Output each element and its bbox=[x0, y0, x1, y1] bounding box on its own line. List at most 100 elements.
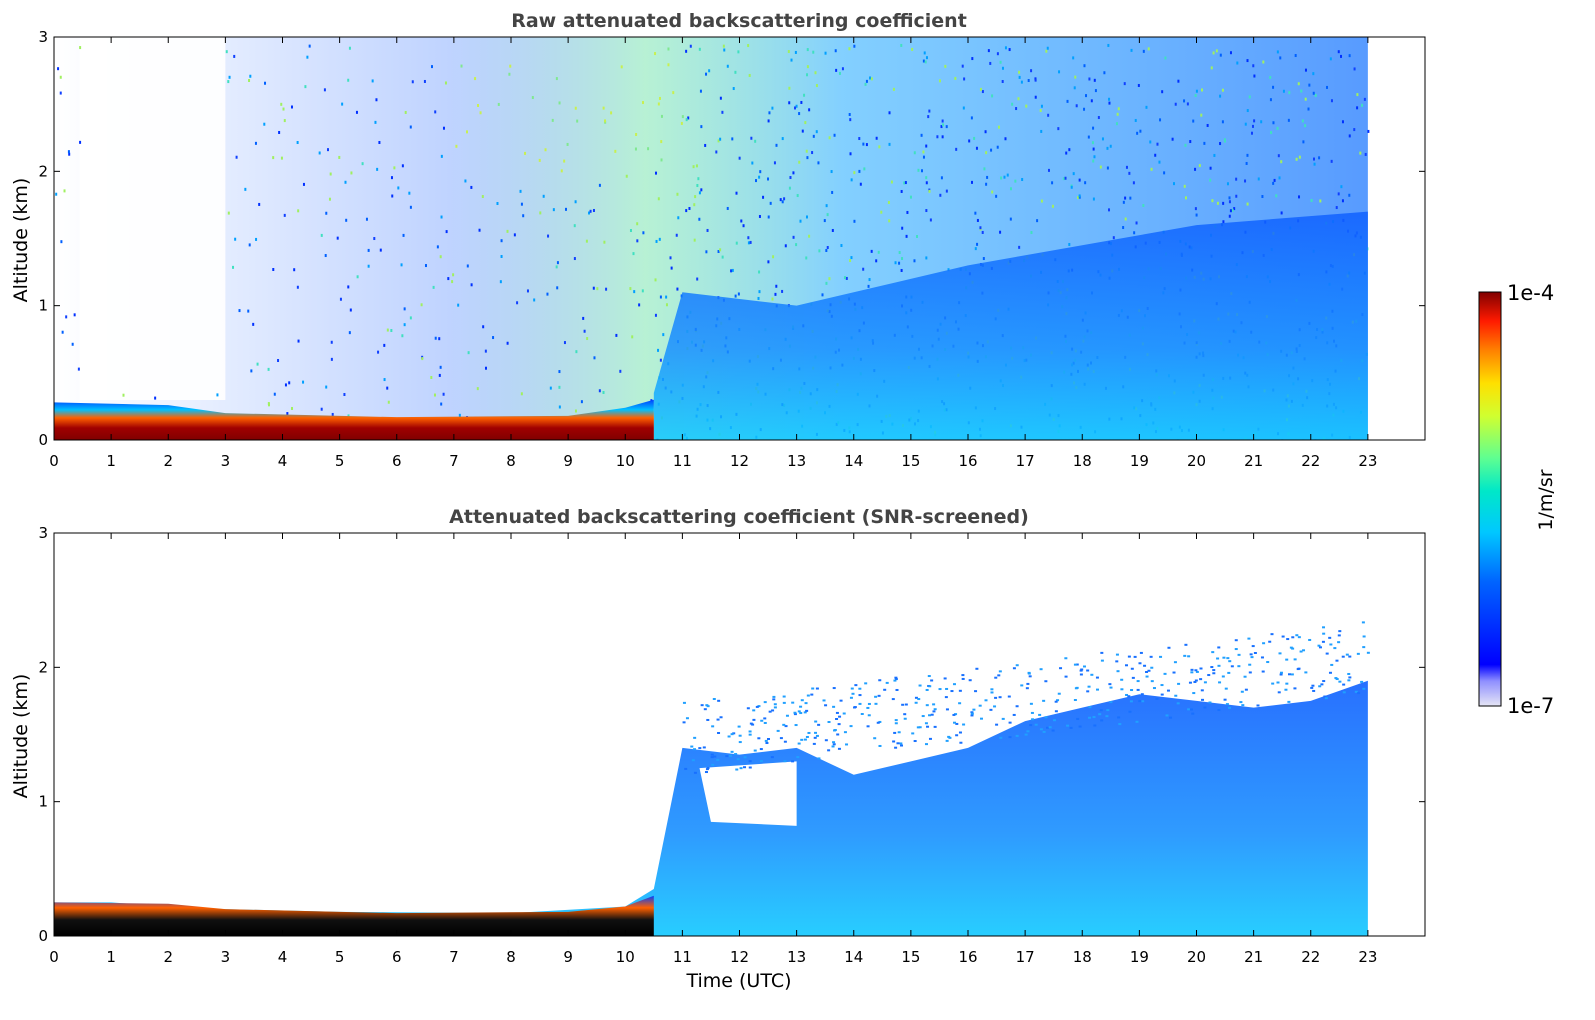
noise-speck bbox=[1340, 185, 1343, 189]
edge-speck bbox=[1188, 681, 1192, 684]
edge-speck bbox=[932, 710, 936, 713]
noise-speck bbox=[1353, 67, 1356, 71]
edge-speck bbox=[706, 705, 710, 708]
edge-speck bbox=[693, 736, 697, 739]
noise-speck bbox=[576, 119, 579, 123]
noise-speck bbox=[1304, 97, 1307, 101]
noise-speck bbox=[455, 144, 458, 148]
noise-speck bbox=[544, 148, 547, 152]
noise-speck bbox=[903, 181, 906, 185]
noise-speck bbox=[904, 181, 907, 185]
edge-speck bbox=[959, 741, 963, 744]
edge-speck bbox=[752, 709, 756, 712]
edge-speck bbox=[1015, 734, 1019, 737]
edge-speck bbox=[1190, 668, 1194, 671]
noise-speck bbox=[383, 343, 386, 347]
noise-speck bbox=[227, 211, 230, 215]
noise-speck bbox=[1235, 177, 1238, 181]
noise-speck bbox=[845, 276, 848, 280]
noise-speck bbox=[638, 303, 641, 307]
edge-speck bbox=[1057, 692, 1061, 695]
noise-speck bbox=[273, 392, 276, 396]
noise-speck bbox=[228, 75, 231, 79]
noise-speck bbox=[824, 51, 827, 55]
noise-speck bbox=[755, 179, 758, 183]
noise-speck bbox=[685, 209, 688, 213]
noise-speck bbox=[1137, 83, 1140, 87]
noise-speck bbox=[768, 111, 771, 115]
noise-speck bbox=[588, 211, 591, 215]
edge-speck bbox=[698, 747, 702, 750]
noise-speck bbox=[925, 181, 928, 185]
noise-speck bbox=[558, 385, 561, 389]
edge-speck bbox=[690, 745, 694, 748]
noise-speck bbox=[1064, 176, 1067, 180]
noise-speck bbox=[863, 167, 866, 171]
edge-speck bbox=[1342, 683, 1346, 686]
edge-speck bbox=[1169, 716, 1173, 719]
noise-speck bbox=[614, 149, 617, 153]
edge-speck bbox=[725, 755, 729, 758]
noise-speck bbox=[698, 47, 701, 51]
noise-speck bbox=[430, 375, 433, 379]
edge-speck bbox=[993, 705, 997, 708]
noise-speck bbox=[1001, 80, 1004, 84]
noise-speck bbox=[390, 176, 393, 180]
noise-speck bbox=[1090, 99, 1093, 103]
colorbar-min-label: 1e-7 bbox=[1507, 694, 1554, 718]
noise-speck bbox=[1228, 196, 1231, 200]
noise-speck bbox=[1092, 197, 1095, 201]
edge-speck bbox=[691, 759, 695, 762]
edge-speck bbox=[1222, 656, 1226, 659]
edge-speck bbox=[866, 706, 870, 709]
noise-speck bbox=[841, 67, 844, 71]
noise-speck bbox=[1298, 195, 1301, 199]
x-tick-label: 6 bbox=[392, 948, 402, 966]
edge-speck bbox=[1025, 687, 1029, 690]
noise-speck bbox=[920, 133, 923, 137]
noise-speck bbox=[1288, 91, 1291, 95]
edge-speck bbox=[1323, 695, 1327, 698]
noise-speck bbox=[767, 215, 770, 219]
edge-speck bbox=[849, 696, 853, 699]
noise-speck bbox=[1228, 200, 1231, 204]
edge-speck bbox=[1088, 716, 1092, 719]
noise-speck bbox=[853, 44, 856, 48]
noise-speck bbox=[1011, 102, 1014, 106]
noise-speck bbox=[868, 278, 871, 282]
noise-speck bbox=[783, 197, 786, 201]
noise-speck bbox=[589, 209, 592, 213]
edge-speck bbox=[994, 676, 998, 679]
noise-speck bbox=[283, 213, 286, 217]
noise-speck bbox=[945, 189, 948, 193]
edge-speck bbox=[1135, 720, 1139, 723]
edge-speck bbox=[702, 746, 706, 749]
x-tick-label: 8 bbox=[506, 948, 516, 966]
edge-speck bbox=[771, 709, 775, 712]
noise-speck bbox=[675, 233, 678, 237]
noise-speck bbox=[247, 309, 250, 313]
edge-speck bbox=[860, 713, 864, 716]
noise-speck bbox=[730, 269, 733, 273]
noise-speck bbox=[1233, 207, 1236, 211]
edge-speck bbox=[1090, 673, 1094, 676]
noise-speck bbox=[849, 259, 852, 263]
edge-speck bbox=[1208, 701, 1212, 704]
edge-speck bbox=[928, 685, 932, 688]
edge-speck bbox=[768, 710, 772, 713]
noise-speck bbox=[1356, 106, 1359, 110]
edge-speck bbox=[1341, 655, 1345, 658]
noise-speck bbox=[719, 137, 722, 141]
noise-speck bbox=[892, 87, 895, 91]
noise-speck bbox=[1279, 56, 1282, 60]
noise-speck bbox=[859, 182, 862, 186]
noise-speck bbox=[825, 281, 828, 285]
edge-speck bbox=[730, 733, 734, 736]
noise-speck bbox=[629, 287, 632, 291]
edge-speck bbox=[918, 726, 922, 729]
noise-speck bbox=[654, 171, 657, 175]
edge-speck bbox=[737, 725, 741, 728]
edge-speck bbox=[703, 708, 707, 711]
edge-speck bbox=[815, 687, 819, 690]
edge-speck bbox=[763, 717, 767, 720]
